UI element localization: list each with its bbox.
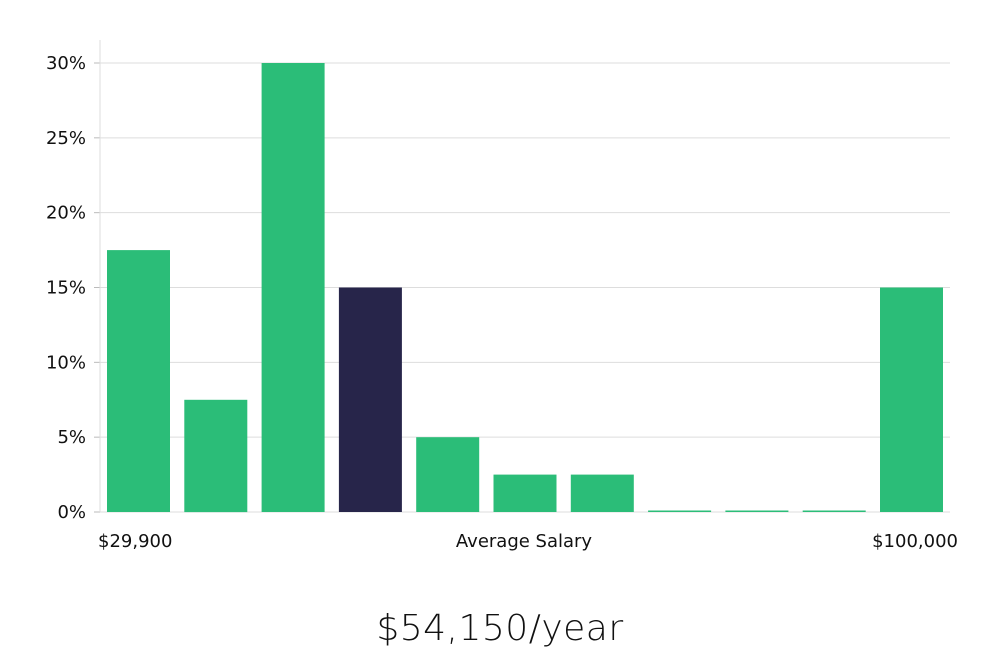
salary-histogram-chart: 0% 5% 10% 15% 20% 25% 30% $29,900 Average Sala… <box>46 40 958 552</box>
ytick-label-25: 25% <box>46 128 86 149</box>
bar-0[interactable] <box>107 250 170 512</box>
bar-1[interactable] <box>184 399 248 513</box>
ytick-label-0: 0% <box>57 502 86 523</box>
ytick-label-15: 15% <box>46 278 86 299</box>
average-salary-value: $54,150/year <box>376 608 624 649</box>
bars <box>107 63 943 513</box>
ytick-label-10: 10% <box>46 352 86 373</box>
bar-9[interactable] <box>802 510 866 513</box>
bar-highlighted-3[interactable] <box>338 287 402 513</box>
bar-8[interactable] <box>725 510 789 513</box>
ytick-label-30: 30% <box>46 53 86 74</box>
bar-10[interactable] <box>880 287 943 513</box>
y-axis-ticks: 0% 5% 10% 15% 20% 25% 30% <box>46 53 100 523</box>
ytick-label-20: 20% <box>46 203 86 224</box>
bar-5[interactable] <box>493 474 557 512</box>
bar-2[interactable] <box>261 63 325 512</box>
bar-6[interactable] <box>570 474 634 512</box>
ytick-label-5: 5% <box>57 427 86 448</box>
bar-4[interactable] <box>416 437 480 512</box>
x-max-label: $100,000 <box>872 531 958 552</box>
x-axis-title: Average Salary <box>456 531 593 552</box>
bar-7[interactable] <box>648 510 712 513</box>
x-min-label: $29,900 <box>98 531 172 552</box>
